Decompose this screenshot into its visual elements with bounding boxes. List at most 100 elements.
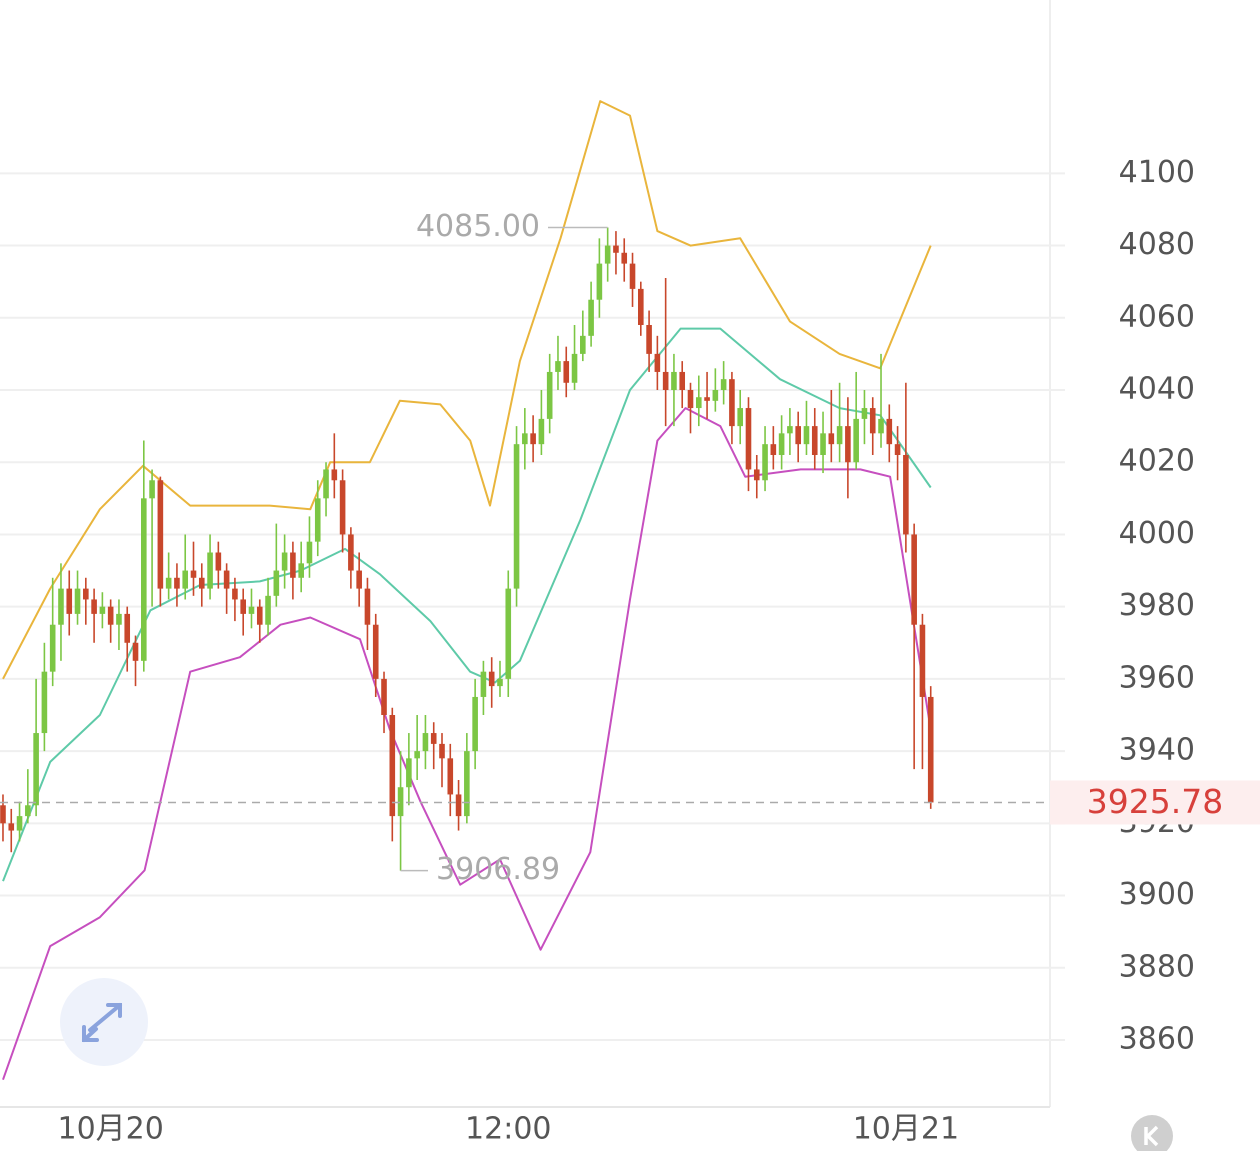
candle-body [695,397,702,409]
x-tick-label: 12:00 [465,1112,551,1147]
candle-body [422,733,429,752]
candle-body [604,245,611,264]
candles [0,227,934,871]
candle-body [306,541,313,564]
candle-body [356,570,362,589]
candle-body [886,418,893,445]
candle-body [911,534,917,625]
candle-body [836,426,843,445]
y-tick-label: 4000 [1119,516,1195,551]
candle-body [240,599,246,614]
candle-body [878,418,884,434]
candle-body [406,758,412,788]
candle-body [646,325,652,354]
candle-body [704,397,710,401]
last-price-box [1050,780,1260,825]
candle-body [223,570,230,589]
x-tick-label: 10月21 [853,1112,959,1147]
y-tick-label: 4060 [1119,299,1195,334]
y-tick-label: 4040 [1119,372,1195,407]
candle-body [83,588,89,600]
candle-body [397,787,404,817]
candle-body [555,361,561,372]
y-tick-label: 4020 [1119,444,1195,479]
candle-body [513,444,520,589]
candle-body [613,245,619,253]
candle-body [472,696,478,752]
band-line [2,100,932,680]
y-tick-label: 4080 [1119,227,1195,262]
candle-body [298,563,304,578]
candle-body [522,433,528,445]
candle-body [795,426,801,445]
candle-body [198,577,205,589]
expand-button-bg[interactable] [60,978,148,1066]
candle-body [803,426,810,445]
candle-body [99,606,106,614]
candle-body [903,455,909,535]
y-tick-label: 3860 [1119,1022,1195,1057]
candle-body [927,696,934,803]
candle-body [720,379,727,390]
candle-body [538,418,545,445]
candle-body [563,361,570,383]
candle-body [662,371,669,390]
candle-body [894,444,901,455]
candle-body [182,570,189,589]
expand-icon[interactable] [82,1003,122,1042]
candle-body [580,335,586,354]
candle-body [33,733,39,806]
candle-body [0,805,6,824]
expand-button[interactable] [60,978,148,1066]
candle-body [8,823,15,831]
y-tick-label: 3940 [1119,733,1195,768]
candle-body [745,408,752,470]
candle-body [869,408,876,434]
candle-body [530,433,536,445]
candle-body [447,758,454,795]
candle-body [671,371,677,390]
candle-body [778,433,785,455]
candle-body [505,588,512,679]
candle-body [430,733,437,744]
candle-body [149,480,155,499]
k-icon[interactable] [1144,1125,1159,1147]
candle-body [348,534,354,571]
candle-body [323,469,329,499]
low-marker-label: 3906.89 [436,852,560,887]
candle-body [157,480,164,589]
candle-body [762,444,768,481]
candle-body [770,444,777,455]
candle-body [273,570,280,596]
candle-body [140,498,147,661]
k-button[interactable] [1131,1115,1173,1151]
candle-body [820,433,826,455]
candle-body [215,552,222,571]
candle-body [107,606,114,625]
candle-body [638,288,644,325]
candle-body [165,577,172,589]
candle-body [389,715,396,817]
candle-body [828,433,835,445]
candle-body [25,805,31,817]
candle-body [439,743,445,759]
candle-body [488,671,495,687]
candle-body [729,379,735,427]
candle-body [596,263,603,300]
y-tick-label: 3900 [1119,877,1195,912]
candle-body [497,678,503,687]
candle-body [256,606,263,625]
candle-body [190,570,197,578]
candle-body [811,426,818,455]
candle-body [207,552,213,589]
y-tick-label: 3880 [1119,949,1195,984]
candle-body [853,418,859,463]
candle-body [124,613,131,643]
candle-body [174,577,180,589]
candle-body [753,469,760,481]
band-line [2,327,932,882]
y-tick-label: 3980 [1119,588,1195,623]
candle-body [364,588,371,625]
candle-body [16,816,23,831]
